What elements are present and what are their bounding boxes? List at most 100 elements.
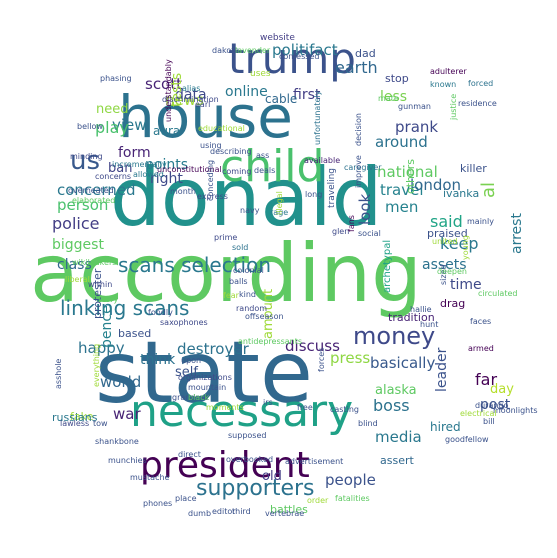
word-linking-scans: linking scans (60, 296, 190, 320)
word-right: right (150, 171, 183, 187)
word-decision: decision (354, 113, 363, 146)
word-men: men (385, 198, 419, 216)
word-minding: minding (70, 152, 103, 161)
word-available: available (304, 156, 341, 165)
word-press: press (330, 349, 371, 367)
word-sold: sold (232, 243, 249, 252)
word-news: news (165, 91, 204, 109)
word-bellow: bellow (77, 122, 103, 131)
word-adulterer: adulterer (430, 67, 467, 76)
word-munchies: munchies (108, 456, 147, 465)
word-prank: prank (395, 118, 439, 136)
word-website: website (260, 33, 295, 43)
word-discrimination: discrimination (162, 95, 219, 104)
word-antidepressants: antidepressants (238, 337, 303, 346)
word-hallie: hallie (410, 305, 432, 314)
word-post: post (480, 397, 511, 413)
word-supporters: supporters (196, 476, 315, 501)
word-concerned: concerned (57, 181, 136, 199)
word-archetypal: archetypal (382, 239, 393, 293)
word-boss: boss (373, 396, 410, 415)
word-arrest: arrest (509, 213, 525, 254)
word-bill: bill (483, 417, 495, 426)
word-scott: scott (145, 75, 183, 93)
word-need: need (96, 102, 129, 117)
word-durango: durango (475, 401, 509, 410)
word-data: data (175, 87, 207, 103)
word-elaborated: elaborated (72, 196, 116, 205)
word-people: people (325, 471, 376, 489)
word-media: media (375, 428, 422, 446)
word-first: first (293, 87, 321, 103)
word-mainly: mainly (467, 217, 494, 226)
word-form: form (118, 145, 151, 161)
word-known: known (430, 80, 457, 89)
word-battles: battles (270, 503, 308, 516)
word-uses: uses (250, 69, 271, 79)
word-justice: justice (449, 93, 458, 120)
word-happy: happy (78, 339, 125, 357)
word-necessary: necessary (130, 386, 354, 437)
word-class: class (57, 257, 92, 273)
word-coming: coming (222, 167, 252, 176)
word-play: play (95, 118, 129, 137)
word-confessed: confessed (279, 52, 320, 61)
word-phasing: phasing (100, 74, 132, 83)
word-editor: editor (212, 507, 236, 516)
word-tow: tow (93, 419, 108, 428)
word-phones: phones (143, 499, 173, 508)
word-alias: alias (182, 84, 201, 93)
word-state: state (95, 323, 313, 423)
word-improve: improve (354, 155, 363, 188)
word-forces: forces (317, 347, 326, 372)
word-long: long (305, 190, 323, 199)
word-illegal: illegal (275, 191, 284, 215)
word-earl: earl (195, 100, 211, 109)
word-dakota: dakota (212, 46, 240, 55)
word-deepen: deepen (437, 267, 467, 276)
word-direct: direct (178, 450, 201, 459)
word-basically: basically (370, 354, 436, 372)
word-moonlights: moonlights (493, 406, 538, 415)
word-fatalities: fatalities (335, 494, 370, 503)
word-praised: praised (427, 227, 468, 240)
word-advertisement: advertisement (285, 457, 344, 466)
word-third: third (232, 507, 251, 516)
word-points: points (145, 157, 188, 173)
word-assets: assets (422, 257, 467, 273)
word-house: house (118, 83, 293, 151)
word-black: black (188, 393, 210, 402)
word-politifact: politifact (272, 41, 338, 59)
word-armed: armed (468, 344, 494, 353)
word-colonial: colonial (233, 266, 264, 275)
word-ban: ban (108, 161, 133, 176)
word-keep: keep (440, 234, 479, 253)
word-world: world (100, 373, 142, 391)
word-shankbone: shankbone (95, 437, 139, 446)
word-free: free (297, 403, 313, 412)
word-fake: fake (70, 410, 94, 423)
word-mountain: mountain (188, 383, 227, 392)
word-trump: trump (228, 34, 356, 83)
word-forced: forced (468, 79, 494, 88)
word-day: day (490, 382, 514, 397)
word-lavender: lavender (235, 46, 271, 55)
word-police: police (52, 214, 100, 233)
word-conceding: conceding (206, 159, 215, 201)
word-casting: casting (330, 405, 359, 414)
word-moments: moments (206, 403, 244, 412)
word-discuss: discuss (285, 337, 340, 355)
word-united: united (432, 237, 458, 246)
word-using: using (200, 141, 222, 150)
word-overbooked: overbooked (226, 455, 274, 464)
word-offseason: offseason (245, 312, 284, 321)
word-hired: hired (430, 420, 461, 434)
word-order: order (307, 496, 329, 505)
word-supposed: supposed (228, 431, 267, 440)
word-assert: assert (380, 454, 414, 467)
word-random: random (236, 304, 268, 313)
word-everything: everything (92, 343, 101, 387)
word-unfortunately: unfortunately (313, 90, 322, 145)
word-biggest: biggest (52, 237, 104, 253)
